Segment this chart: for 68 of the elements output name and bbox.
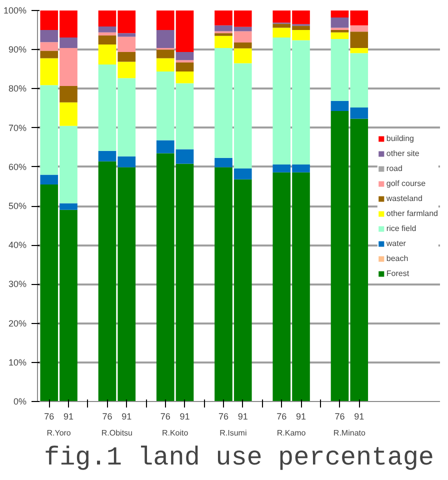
x-tick-label: 76	[218, 412, 229, 422]
y-tick-label: 50%	[8, 201, 26, 211]
bar	[118, 52, 136, 62]
x-tick-label: 76	[276, 412, 287, 422]
bar	[350, 48, 368, 54]
y-tick-label: 90%	[8, 44, 26, 55]
bar	[118, 36, 136, 52]
text: R.Isumi	[220, 428, 247, 438]
x-tick-label: 76	[102, 412, 112, 422]
text: fig.1 land use percentage	[44, 442, 434, 472]
x-tick-label: 76	[44, 412, 54, 422]
y-tick-label: 10%	[8, 357, 26, 368]
bar	[40, 58, 58, 86]
legend-label: water	[386, 238, 406, 248]
bar	[98, 26, 116, 32]
x-tick-label: 91	[63, 412, 74, 422]
bar	[156, 50, 174, 58]
x-tick-label: 91	[354, 412, 364, 422]
bar	[176, 62, 194, 72]
x-tick-label: 76	[160, 412, 170, 422]
legend-label: wasteland	[386, 194, 422, 202]
bar	[118, 33, 136, 37]
bar	[330, 32, 349, 40]
bar	[176, 60, 194, 63]
bar	[60, 203, 78, 210]
bar	[156, 58, 174, 72]
bar	[176, 71, 194, 84]
x-tick-label: 91	[296, 412, 306, 422]
text: R.Minato	[333, 428, 366, 438]
bar	[156, 30, 174, 48]
bar	[234, 168, 252, 180]
y-tick-label: 100%	[3, 6, 27, 16]
y-tick-label: 80%	[8, 84, 26, 94]
bar	[40, 50, 58, 58]
text: R.Koito	[162, 428, 189, 438]
bar	[40, 174, 58, 184]
bar	[60, 102, 78, 126]
y-tick-label: 70%	[8, 122, 26, 133]
legend-label: rice field	[386, 224, 416, 232]
legend-label: road	[386, 164, 404, 172]
bar	[98, 32, 116, 36]
bar	[214, 36, 232, 48]
bar	[60, 86, 78, 102]
legend-label: golf course	[386, 178, 426, 188]
y-tick-label: 20%	[8, 318, 26, 328]
bar	[214, 158, 232, 168]
legend-label: Forest	[386, 268, 410, 278]
legend-label: building	[386, 134, 414, 142]
bar	[98, 36, 116, 45]
y-tick-label: 60%	[8, 162, 26, 172]
y-tick-label: 40%	[8, 240, 26, 250]
bar	[234, 48, 252, 64]
legend-label: beach	[386, 254, 408, 262]
x-tick-label: 91	[122, 412, 132, 422]
x-tick-label: 76	[334, 412, 345, 422]
text: R.Kamo	[276, 428, 306, 438]
bar	[214, 33, 232, 36]
legend-label: other farmland	[386, 208, 438, 218]
x-tick-label: 91	[238, 412, 248, 422]
bar	[330, 18, 349, 28]
text: R.Obitsu	[101, 428, 132, 438]
legend-label: other site	[386, 148, 420, 158]
bar	[234, 42, 252, 48]
bar	[176, 52, 194, 60]
y-tick-label: 30%	[8, 279, 26, 290]
x-tick-label: 91	[180, 412, 190, 422]
y-tick-label: 0%	[13, 396, 27, 406]
text: R.Yoro	[46, 428, 72, 438]
